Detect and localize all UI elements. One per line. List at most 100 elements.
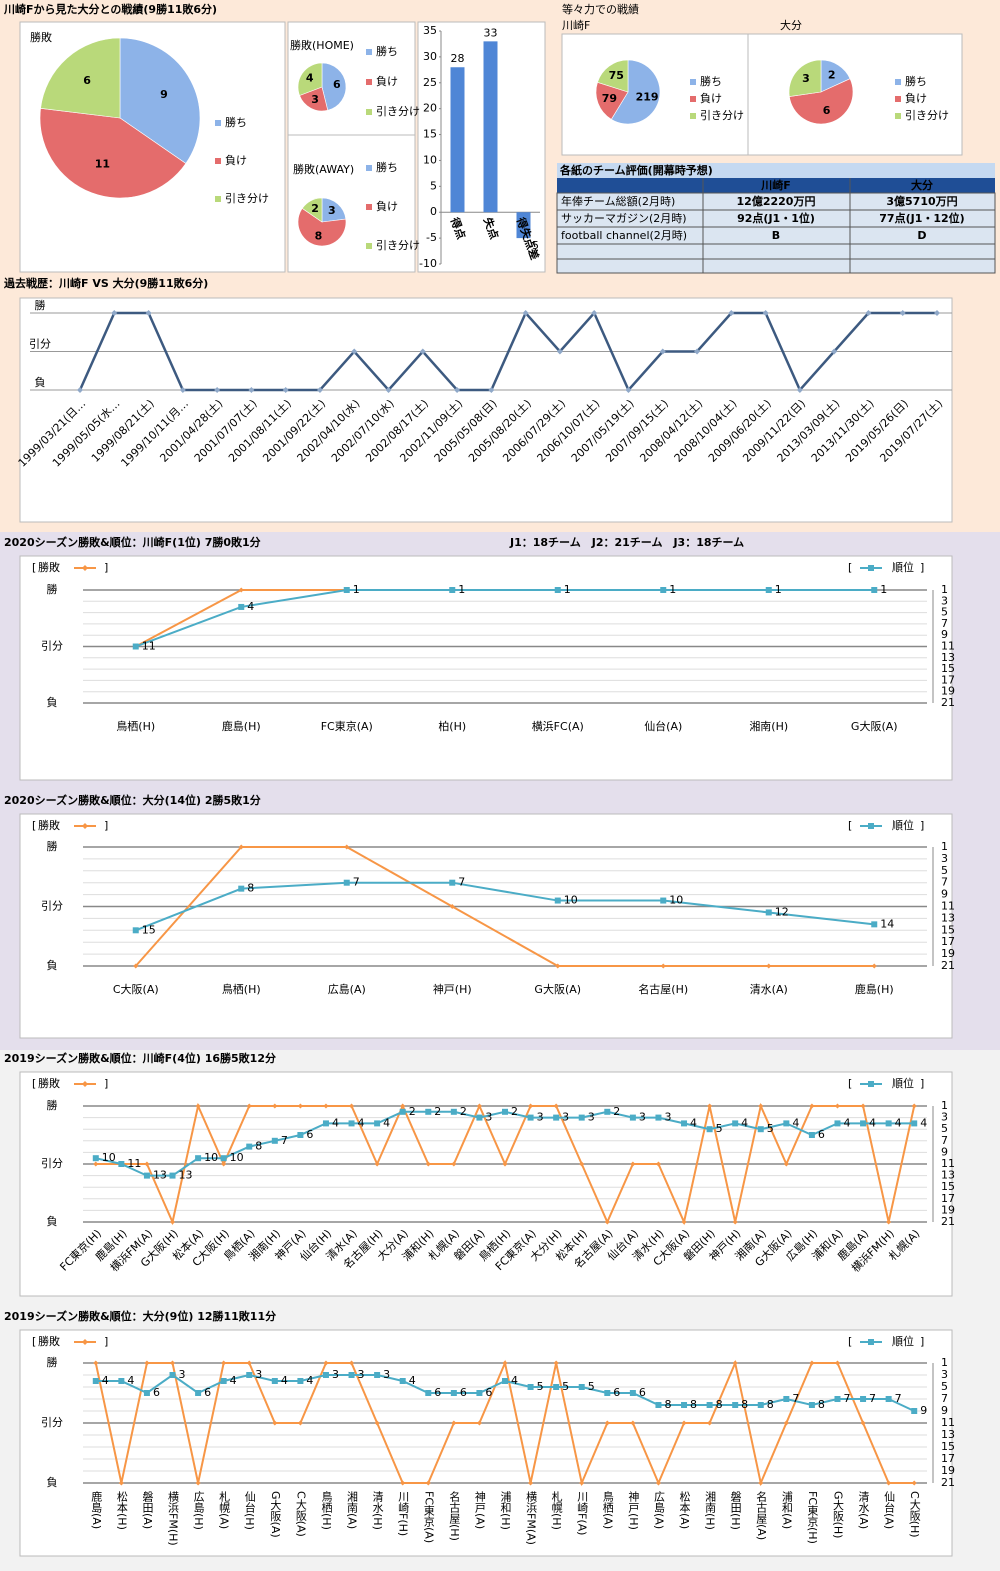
pie-slice — [297, 62, 323, 96]
y-tick-label: 勝 — [47, 1355, 58, 1369]
value-label: 8 — [255, 1140, 262, 1153]
bar — [516, 212, 531, 239]
value-label: 8 — [818, 1398, 825, 1411]
marker — [578, 1114, 585, 1121]
legend-marker — [868, 565, 874, 571]
marker — [476, 1103, 482, 1109]
y2-tick-label: 13 — [941, 911, 955, 924]
y-tick-label: 20 — [423, 102, 437, 115]
legend-label: 負け — [376, 75, 398, 88]
y-tick-label: 引分 — [41, 1415, 63, 1429]
pie-slice — [610, 59, 661, 125]
marker — [809, 1103, 815, 1109]
slice-label: 6 — [333, 78, 341, 91]
legend-label: 順位 — [892, 1334, 914, 1348]
pie-slice — [595, 81, 629, 120]
value-label: 5 — [562, 1380, 569, 1393]
slice-label: 4 — [306, 72, 314, 85]
value-label: 3 — [179, 1368, 186, 1381]
marker — [400, 1480, 406, 1486]
legend-marker — [82, 823, 88, 829]
x-tick-label: 札幌(A) — [218, 1491, 231, 1529]
x-tick-label: 鳥栖(H) — [320, 1490, 333, 1530]
value-label: 4 — [358, 1116, 365, 1129]
marker — [214, 387, 221, 393]
marker — [860, 1103, 866, 1109]
y-tick-label: 引分 — [41, 1156, 63, 1170]
table — [556, 163, 996, 274]
legend-label: 順位 — [892, 560, 914, 574]
value-label: 9 — [920, 1404, 927, 1417]
marker — [578, 1384, 585, 1390]
marker — [349, 1360, 355, 1366]
chart-title: 2020シーズン勝敗&順位：川崎F(1位) 7勝0敗1分 — [4, 535, 261, 549]
x-tick-label: C大阪(H) — [908, 1491, 921, 1538]
value-label: 6 — [306, 1128, 313, 1141]
value-label: 1 — [880, 583, 887, 596]
y2-tick-label: 3 — [941, 852, 948, 865]
marker — [169, 1372, 176, 1378]
legend-label: 勝ち — [905, 74, 927, 88]
marker — [425, 1480, 431, 1486]
row-label: 年俸チーム総額(2月時) — [561, 194, 675, 208]
marker — [808, 1132, 815, 1138]
value-label: 3 — [332, 1368, 339, 1381]
x-tick-label: 湘南(A) — [346, 1490, 359, 1529]
slice-label: 2 — [311, 202, 319, 215]
marker — [425, 1108, 432, 1115]
x-tick-label: 名古屋(H) — [448, 1490, 461, 1541]
value-label: 4 — [690, 1116, 697, 1129]
marker — [221, 1360, 227, 1366]
y2-tick-label: 5 — [941, 1122, 948, 1135]
marker — [316, 387, 323, 393]
marker — [118, 1378, 125, 1384]
marker — [911, 1103, 917, 1109]
value-label: 10 — [564, 894, 578, 907]
y2-tick-label: 21 — [941, 696, 955, 709]
legend-swatch — [215, 196, 221, 202]
table-title: 各紙のチーム評価(開幕時予想) — [559, 163, 713, 177]
y2-tick-label: 13 — [941, 651, 955, 664]
marker — [502, 1378, 508, 1384]
legend-label: 順位 — [892, 1076, 914, 1090]
x-tick-label: 浦和(H) — [499, 1491, 512, 1530]
marker — [170, 1360, 176, 1366]
marker — [449, 904, 455, 909]
x-tick-label: 横浜FM(H) — [167, 1490, 180, 1546]
marker — [221, 1161, 227, 1167]
marker — [660, 587, 667, 593]
marker — [629, 1390, 636, 1396]
legend-bracket: ] — [920, 1077, 924, 1090]
value-label: 5 — [767, 1122, 774, 1135]
y-tick-label: 勝 — [35, 298, 46, 312]
x-tick-label: 横浜FC(A) — [532, 719, 584, 733]
marker — [238, 603, 245, 610]
marker — [502, 1161, 508, 1167]
marker — [348, 1120, 355, 1127]
x-tick-label: 鹿島(H) — [855, 982, 894, 996]
marker — [522, 310, 529, 316]
value-label: 8 — [664, 1398, 671, 1411]
pie-slice — [40, 37, 121, 119]
chart-title: 2019シーズン勝敗&順位：川崎F(4位) 16勝5敗12分 — [4, 1051, 276, 1065]
pie-slice — [597, 59, 629, 93]
y-tick-label: 勝 — [47, 582, 58, 596]
value-label: 2 — [511, 1105, 518, 1118]
x-tick-label: G大阪(A) — [534, 982, 581, 996]
marker — [758, 1103, 764, 1109]
pie-slice — [39, 108, 187, 199]
marker — [282, 387, 289, 393]
marker — [246, 1372, 253, 1378]
value-label: 4 — [306, 1374, 313, 1387]
marker — [425, 1161, 431, 1167]
y2-tick-label: 21 — [941, 959, 955, 972]
marker — [834, 1396, 841, 1402]
y2-tick-label: 21 — [941, 1476, 955, 1489]
chart-title: 2020シーズン勝敗&順位：大分(14位) 2勝5敗1分 — [4, 793, 261, 807]
y-tick-label: -10 — [419, 257, 437, 270]
y2-tick-label: 9 — [941, 888, 948, 901]
legend-marker — [868, 1081, 874, 1087]
y-tick-label: 負 — [47, 1476, 58, 1489]
slice-label: 3 — [802, 72, 810, 85]
value-label: 1 — [669, 583, 676, 596]
